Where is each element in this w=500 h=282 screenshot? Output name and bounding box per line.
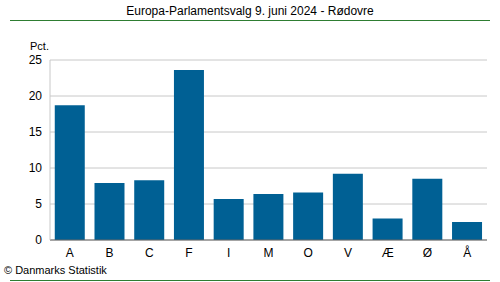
svg-text:A: A [66, 246, 74, 260]
svg-text:I: I [227, 246, 230, 260]
svg-text:B: B [106, 246, 114, 260]
svg-text:C: C [145, 246, 154, 260]
svg-text:Æ: Æ [382, 246, 394, 260]
html-text:Pct.: Pct. [30, 40, 49, 52]
svg-text:25: 25 [29, 53, 43, 67]
svg-text:5: 5 [35, 197, 42, 211]
svg-text:0: 0 [35, 233, 42, 247]
svg-text:O: O [304, 246, 313, 260]
svg-text:10: 10 [29, 161, 43, 175]
svg-text:15: 15 [29, 125, 43, 139]
svg-text:Å: Å [463, 245, 471, 260]
svg-text:M: M [264, 246, 274, 260]
svg-text:F: F [185, 246, 192, 260]
svg-text:V: V [344, 246, 352, 260]
html-text:© Danmarks Statistik: © Danmarks Statistik [4, 264, 107, 276]
svg-text:Ø: Ø [423, 246, 432, 260]
html-text:Europa-Parlamentsvalg 9. juni: Europa-Parlamentsvalg 9. juni 2024 - Rød… [126, 4, 374, 18]
svg-text:20: 20 [29, 89, 43, 103]
